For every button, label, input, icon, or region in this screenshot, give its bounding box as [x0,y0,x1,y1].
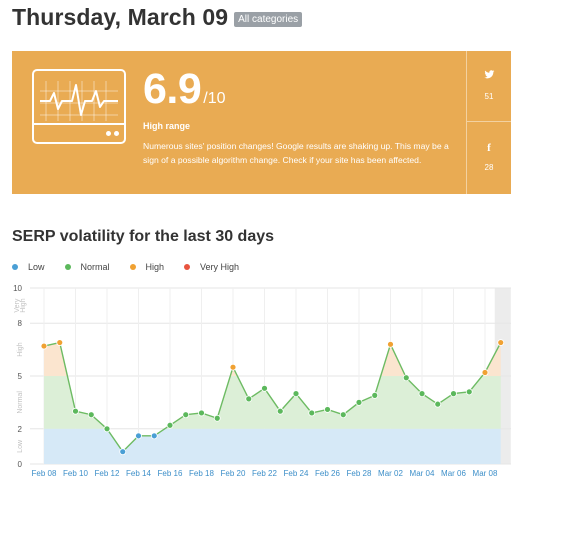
category-badge[interactable]: All categories [234,12,303,27]
legend-item-low[interactable]: Low [12,262,45,272]
zone-label: Normal [17,391,24,414]
data-point [103,425,111,433]
data-point [339,411,347,419]
data-point [135,432,142,440]
volatility-banner: 6.9 /10 High range Numerous sites' posit… [12,51,511,194]
legend-label: Normal [80,262,110,272]
legend-dot [184,264,191,270]
x-tick-label: Feb 14 [126,469,151,478]
data-point [40,342,48,350]
facebook-icon: f [487,142,491,154]
data-point [324,406,331,413]
data-point [198,409,205,417]
data-point [292,390,300,397]
x-tick-label: Feb 20 [221,469,246,478]
data-point [450,390,457,397]
data-point [213,414,221,422]
y-tick-label: 2 [18,425,23,434]
data-point [387,340,394,348]
data-point [355,399,363,406]
x-tick-label: Mar 06 [441,469,466,478]
x-tick-label: Feb 08 [32,469,57,478]
monitor-dot [114,131,119,136]
twitter-count: 51 [484,92,494,101]
zone-label: High [17,342,24,357]
heartbeat-monitor-icon [32,69,126,144]
data-point [434,400,442,408]
x-tick-label: Feb 18 [189,469,214,478]
x-tick-label: Feb 10 [63,469,88,478]
x-tick-label: Mar 02 [378,469,403,478]
y-tick-label: 8 [18,319,23,328]
x-tick-label: Feb 28 [347,469,372,478]
facebook-share-button[interactable]: f 28 [467,122,511,193]
data-point [166,421,174,429]
legend-dot [64,264,71,270]
data-point [276,407,284,415]
page-header: Thursday, March 09 All categories [12,4,303,31]
y-tick-label: 0 [18,460,23,469]
x-tick-label: Mar 04 [410,469,435,478]
data-point [150,432,158,440]
range-description: Numerous sites' position changes! Google… [143,141,449,165]
twitter-icon [484,70,495,79]
zone-area-low [44,428,501,464]
monitor-dot [106,131,111,136]
facebook-count: 28 [484,163,494,172]
zone-area-high [44,342,501,376]
data-point [371,391,379,399]
volatility-score: 6.9 /10 [143,65,226,114]
score-max: /10 [203,90,226,107]
data-point [119,448,127,456]
data-point [418,390,426,397]
zone-label: Low [17,439,24,453]
section-title: SERP volatility for the last 30 days [12,228,275,245]
x-tick-label: Feb 16 [158,469,183,478]
legend-dot [12,264,18,270]
legend-label: Low [28,262,45,272]
zone-label: High [20,298,27,313]
legend-item-high[interactable]: High [129,262,165,272]
y-tick-label: 5 [18,372,23,381]
data-point [308,409,316,417]
twitter-share-button[interactable]: 51 [467,51,511,122]
legend-item-normal[interactable]: Normal [64,262,110,272]
data-point [87,411,95,419]
data-point [402,374,410,382]
score-value: 6.9 [143,65,202,113]
data-point [56,339,64,346]
page-title: Thursday, March 09 [12,4,229,30]
range-label: High range [143,121,191,131]
x-tick-label: Mar 08 [473,469,498,478]
data-point [245,395,253,403]
data-point [481,369,489,376]
legend-dot [129,264,136,270]
data-point [182,411,190,419]
data-point [72,407,79,415]
zone-area-normal [44,376,501,429]
legend-label: Very High [200,262,240,272]
x-tick-label: Feb 12 [95,469,120,478]
data-point [465,388,473,396]
data-point [497,339,505,346]
x-tick-label: Feb 26 [315,469,340,478]
legend-item-very-high[interactable]: Very High [184,262,239,272]
x-tick-label: Feb 22 [252,469,277,478]
data-point [229,363,237,371]
social-share: 51 f 28 [466,51,511,194]
data-point [261,384,268,392]
chart-legend: Low Normal High Very High [12,262,259,272]
legend-label: High [145,262,165,272]
y-tick-label: 10 [13,284,22,293]
zone-label: Very [14,298,21,313]
x-tick-label: Feb 24 [284,469,309,478]
